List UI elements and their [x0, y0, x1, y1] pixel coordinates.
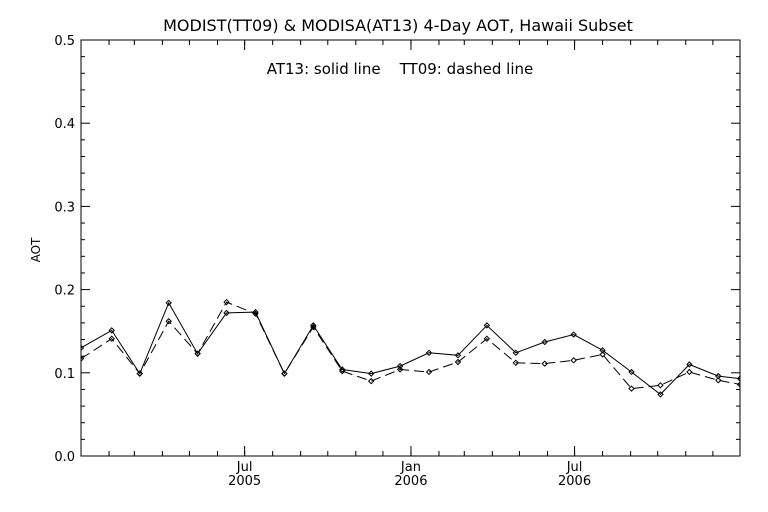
data-point-at13 — [483, 322, 491, 329]
y-tick-label: 0.0 — [54, 450, 75, 465]
data-point-at13 — [367, 370, 375, 377]
data-point-at13 — [628, 368, 635, 376]
data-point-tt09 — [339, 367, 346, 375]
y-tick-label: 0.4 — [54, 117, 75, 132]
data-point-at13 — [512, 349, 520, 357]
data-point-tt09 — [512, 359, 520, 367]
data-point-at13 — [657, 391, 664, 398]
x-tick-label: Jul — [236, 460, 253, 475]
data-point-tt09 — [81, 355, 85, 362]
data-point-tt09 — [108, 335, 115, 342]
chart-annotation: AT13: solid line TT09: dashed line — [267, 60, 534, 78]
y-axis-label: AOT — [29, 237, 43, 262]
data-point-tt09 — [425, 368, 433, 376]
data-point-tt09 — [657, 382, 664, 389]
data-point-at13 — [454, 352, 462, 359]
data-point-tt09 — [367, 377, 375, 385]
data-point-tt09 — [715, 377, 722, 384]
x-tick-label: Jan — [400, 460, 421, 475]
y-axis: 0.0 0.1 0.2 0.3 0.4 0.5 — [54, 34, 740, 465]
plot-frame — [80, 39, 741, 457]
data-point-tt09 — [599, 351, 606, 358]
data-point-tt09 — [310, 323, 317, 331]
data-point-tt09 — [252, 310, 259, 317]
data-point-at13 — [339, 366, 346, 373]
y-tick-label: 0.1 — [54, 367, 75, 382]
data-point-at13 — [570, 331, 577, 338]
y-tick-label: 0.5 — [54, 34, 75, 49]
y-tick-label: 0.3 — [54, 200, 75, 215]
data-point-tt09 — [483, 335, 491, 342]
data-point-tt09 — [454, 358, 462, 366]
data-point-at13 — [715, 372, 722, 380]
data-point-tt09 — [396, 366, 404, 373]
data-point-tt09 — [136, 370, 143, 377]
x-tick-sublabel: 2005 — [228, 474, 261, 489]
series-line-tt09 — [81, 301, 740, 390]
y-tick-label: 0.2 — [54, 284, 75, 299]
data-point-at13 — [736, 375, 740, 382]
chart-title: MODIST(TT09) & MODISA(AT13) 4-Day AOT, H… — [163, 16, 633, 35]
data-point-at13 — [599, 347, 606, 354]
x-tick-sublabel: 2006 — [558, 474, 591, 489]
data-point-tt09 — [194, 350, 201, 357]
data-point-at13 — [108, 327, 115, 334]
x-tick-sublabel: 2006 — [394, 474, 427, 489]
data-point-tt09 — [736, 381, 740, 388]
data-point-at13 — [541, 338, 548, 346]
data-point-tt09 — [570, 357, 577, 364]
data-point-at13 — [686, 361, 693, 368]
data-point-tt09 — [541, 360, 548, 367]
data-point-tt09 — [223, 298, 230, 306]
data-point-at13 — [425, 349, 433, 357]
data-point-at13 — [165, 299, 172, 307]
data-point-at13 — [81, 344, 85, 352]
data-point-tt09 — [628, 385, 635, 392]
x-tick-label: Jul — [566, 460, 583, 475]
data-point-tt09 — [686, 368, 693, 376]
data-point-tt09 — [165, 318, 172, 325]
series-line-at13 — [81, 301, 740, 396]
data-point-tt09 — [281, 370, 288, 377]
series-layer — [81, 298, 740, 398]
data-point-at13 — [310, 322, 317, 329]
data-point-at13 — [223, 309, 230, 317]
